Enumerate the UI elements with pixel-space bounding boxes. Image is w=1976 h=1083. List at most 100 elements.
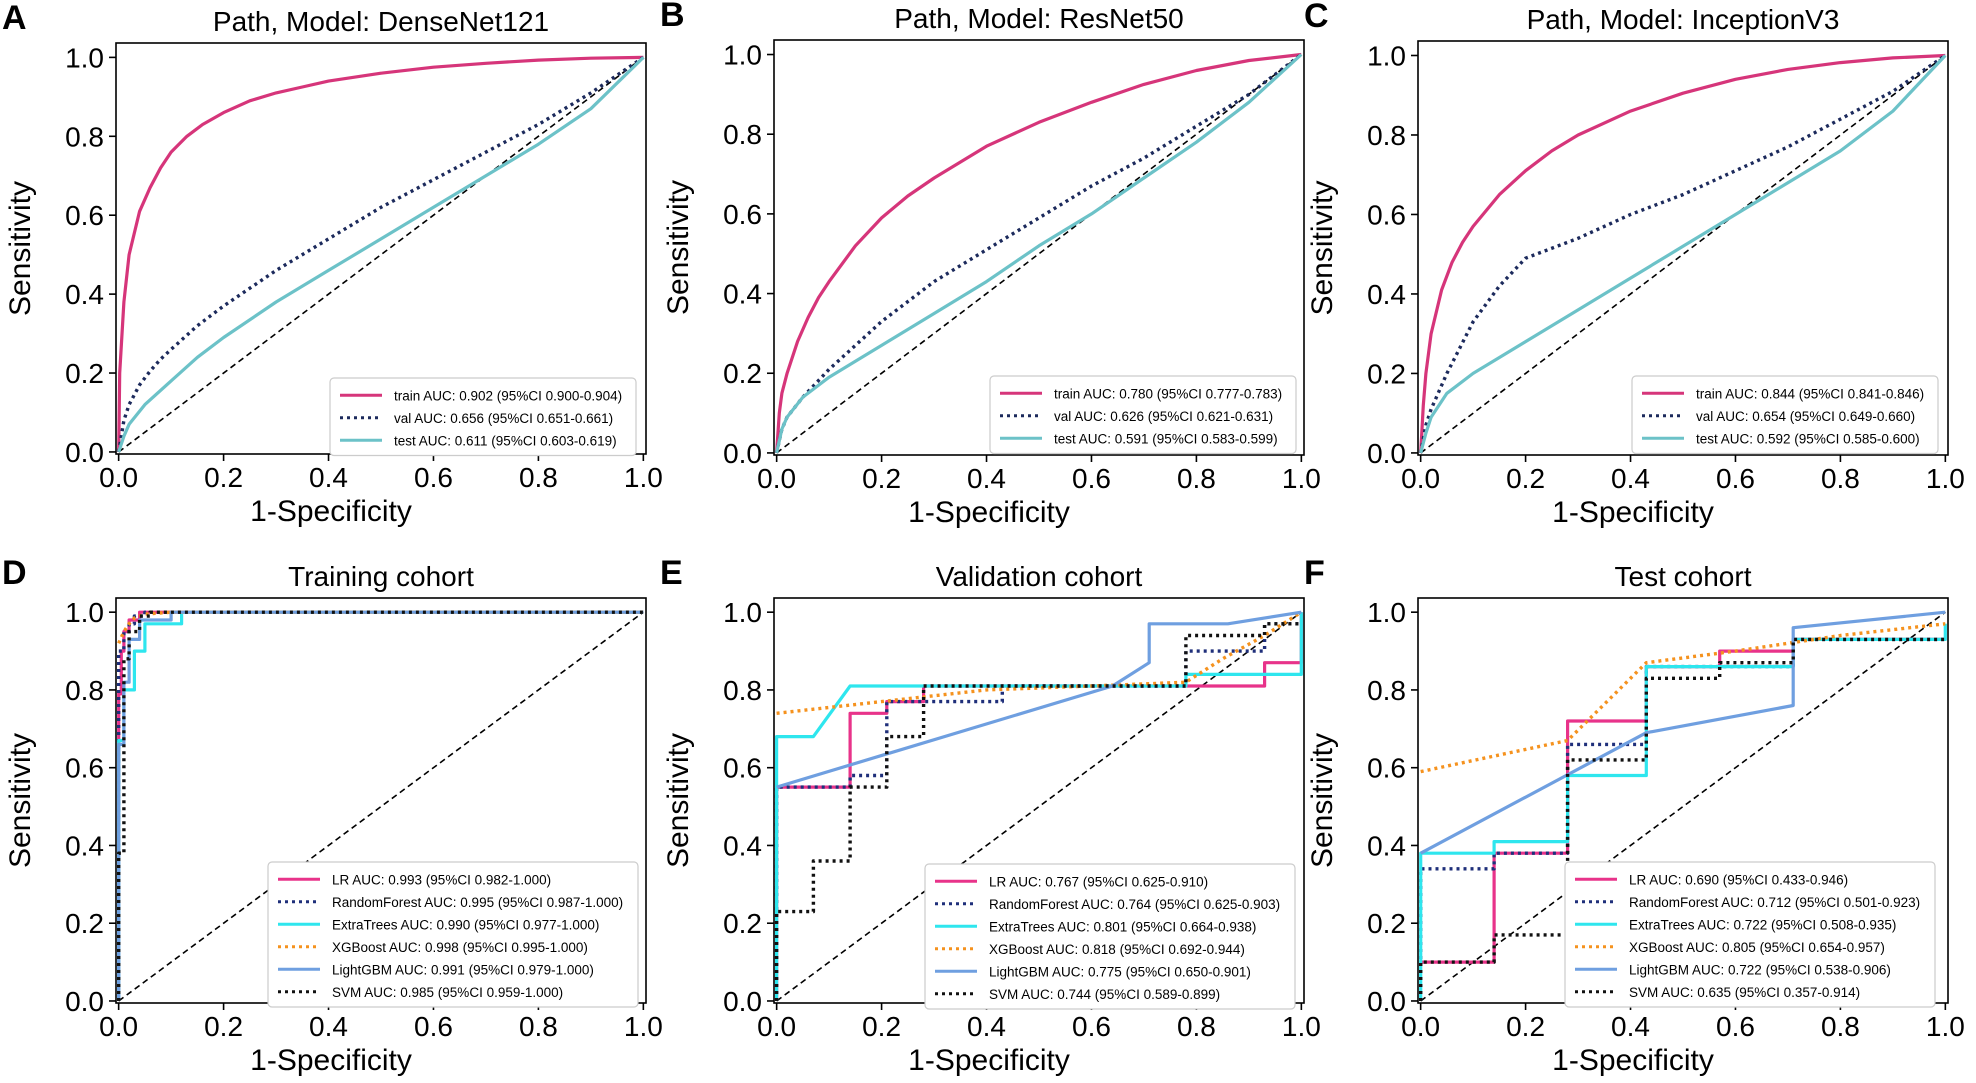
panel-B: B Path, Model: ResNet50 0.00.0 0.2 0.2 0.4 0.4… [660, 0, 1321, 529]
panel-title: Path, Model: InceptionV3 [1527, 4, 1840, 35]
y-tick-label: 0.8 [1367, 120, 1406, 151]
y-axis-label: Sensitivity [1306, 180, 1339, 315]
x-tick-label: 0.6 [1072, 1011, 1111, 1042]
panel-E: E Validation cohort 0.00.0 0.2 0.2 0.4 0.4 0.6 0… [660, 554, 1321, 1077]
roc-curve-train [117, 55, 644, 452]
legend: LR AUC: 0.993 (95%CI 0.982-1.000) RandomF… [267, 861, 639, 1008]
y-tick-label: 0.0 [65, 986, 104, 1017]
roc-curve-xgboost [117, 610, 644, 644]
legend-entry-lr: LR AUC: 0.767 (95%CI 0.625-0.910) [989, 874, 1208, 889]
y-tick-label: 0.6 [65, 753, 104, 784]
legend: train AUC: 0.844 (95%CI 0.841-0.846) val … [1631, 375, 1939, 455]
roc-curve-test [117, 56, 645, 453]
legend-entry-randomforest: RandomForest AUC: 0.712 (95%CI 0.501-0.9… [1629, 895, 1920, 910]
y-tick-label: 0.4 [65, 279, 104, 310]
legend-entry-lightgbm: LightGBM AUC: 0.722 (95%CI 0.538-0.906) [1629, 962, 1891, 977]
x-tick-label: 1.0 [1282, 1011, 1321, 1042]
legend-entry-val: val AUC: 0.654 (95%CI 0.649-0.660) [1696, 409, 1915, 424]
roc-curve-test [775, 53, 1303, 454]
roc-curve-val [774, 53, 1303, 454]
legend-entry-randomforest: RandomForest AUC: 0.995 (95%CI 0.987-1.0… [332, 895, 623, 910]
y-axis-label: Sensitivity [1306, 733, 1339, 868]
plot-frame [773, 39, 1305, 456]
y-tick-label: 0.2 [723, 908, 762, 939]
roc-curve-svm [1419, 637, 1946, 1001]
panel-title: Path, Model: ResNet50 [894, 3, 1184, 34]
x-tick-label: 0.0 [757, 1011, 796, 1042]
panel-C: C Path, Model: InceptionV3 0.00.0 0.2 0.2 0.4… [1304, 0, 1965, 529]
y-tick-label: 0.0 [65, 437, 104, 468]
legend-box [924, 863, 1296, 1010]
x-tick-label: 1.0 [624, 1011, 663, 1042]
y-tick-label: 0.2 [65, 358, 104, 389]
y-tick-label: 0.8 [65, 675, 104, 706]
panel-title: Training cohort [288, 561, 474, 592]
legend-entry-randomforest: RandomForest AUC: 0.764 (95%CI 0.625-0.9… [989, 897, 1280, 912]
x-tick-label: 1.0 [1926, 1011, 1965, 1042]
legend: LR AUC: 0.767 (95%CI 0.625-0.910) RandomF… [924, 863, 1296, 1010]
x-tick-label: 0.0 [1401, 463, 1440, 494]
legend-entry-lightgbm: LightGBM AUC: 0.775 (95%CI 0.650-0.901) [989, 964, 1251, 979]
panel-letter: D [2, 554, 27, 592]
legend-entry-xgboost: XGBoost AUC: 0.805 (95%CI 0.654-0.957) [1629, 940, 1885, 955]
y-axis-label: Sensitivity [662, 733, 695, 868]
x-tick-label: 0.0 [99, 1011, 138, 1042]
panel-letter: B [660, 0, 685, 34]
x-tick-label: 0.4 [309, 462, 348, 493]
y-tick-label: 0.0 [723, 438, 762, 469]
roc-curve-xgboost [776, 610, 1303, 715]
panel-letter: E [660, 554, 683, 592]
legend: train AUC: 0.780 (95%CI 0.777-0.783) val … [989, 375, 1297, 455]
y-tick-label: 0.4 [65, 830, 104, 861]
x-tick-label: 0.6 [414, 1011, 453, 1042]
y-tick-label: 0.2 [1367, 358, 1406, 389]
legend-box [1631, 375, 1939, 455]
plot-frame [1417, 40, 1949, 456]
x-tick-label: 0.6 [1716, 1011, 1755, 1042]
y-tick-label: 0.0 [1367, 438, 1406, 469]
roc-curve-train [775, 52, 1302, 454]
y-tick-label: 1.0 [723, 40, 762, 71]
y-tick-label: 0.8 [1367, 675, 1406, 706]
x-tick-label: 1.0 [1926, 463, 1965, 494]
y-tick-label: 0.0 [723, 986, 762, 1017]
x-tick-label: 0.8 [1821, 463, 1860, 494]
legend-entry-svm: SVM AUC: 0.744 (95%CI 0.589-0.899) [989, 987, 1220, 1002]
x-tick-label: 0.8 [1177, 1011, 1216, 1042]
y-tick-label: 0.2 [1367, 908, 1406, 939]
legend-entry-xgboost: XGBoost AUC: 0.818 (95%CI 0.692-0.944) [989, 942, 1245, 957]
legend-entry-extratrees: ExtraTrees AUC: 0.990 (95%CI 0.977-1.000… [332, 917, 599, 932]
x-tick-label: 0.6 [414, 462, 453, 493]
roc-curve-svm [117, 610, 644, 1001]
panel-letter: C [1304, 0, 1329, 35]
panel-F: F Test cohort 0.00.0 0.2 0.2 0.4 0.4 0.6 0.6 0.8 0… [1304, 554, 1965, 1077]
y-tick-label: 1.0 [1367, 40, 1406, 71]
panel-title: Validation cohort [936, 561, 1143, 592]
x-tick-label: 0.6 [1716, 463, 1755, 494]
x-tick-label: 0.4 [1611, 1011, 1650, 1042]
x-tick-label: 0.4 [967, 1011, 1006, 1042]
legend-entry-test: test AUC: 0.591 (95%CI 0.583-0.599) [1054, 431, 1278, 446]
x-tick-label: 0.4 [309, 1011, 348, 1042]
panel-D: D Training cohort 0.00.0 0.2 0.2 0.4 0.4 0.6 0.6… [2, 554, 663, 1077]
x-tick-label: 0.2 [1506, 463, 1545, 494]
y-tick-label: 0.6 [723, 753, 762, 784]
panel-letter: F [1304, 554, 1325, 592]
legend-entry-extratrees: ExtraTrees AUC: 0.722 (95%CI 0.508-0.935… [1629, 917, 1896, 932]
x-axis-label: 1-Specificity [250, 495, 412, 528]
y-tick-label: 0.4 [723, 830, 762, 861]
legend-entry-lr: LR AUC: 0.690 (95%CI 0.433-0.946) [1629, 872, 1848, 887]
x-tick-label: 0.4 [1611, 463, 1650, 494]
x-tick-label: 0.8 [1177, 463, 1216, 494]
legend-entry-xgboost: XGBoost AUC: 0.998 (95%CI 0.995-1.000) [332, 940, 588, 955]
panel-title: Test cohort [1615, 561, 1752, 592]
roc-curve-xgboost [1420, 622, 1946, 774]
x-tick-label: 0.2 [204, 462, 243, 493]
panel-letter: A [2, 0, 27, 37]
x-tick-label: 1.0 [624, 462, 663, 493]
x-axis-label: 1-Specificity [908, 496, 1070, 529]
x-tick-label: 0.0 [757, 463, 796, 494]
legend-entry-train: train AUC: 0.780 (95%CI 0.777-0.783) [1054, 386, 1282, 401]
